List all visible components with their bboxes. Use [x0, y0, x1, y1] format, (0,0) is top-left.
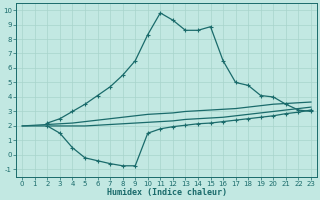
X-axis label: Humidex (Indice chaleur): Humidex (Indice chaleur) [107, 188, 227, 197]
